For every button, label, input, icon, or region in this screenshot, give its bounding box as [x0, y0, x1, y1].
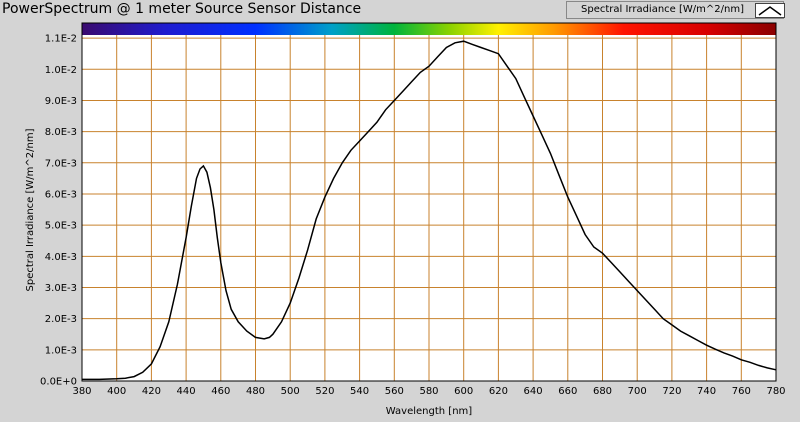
legend-label: Spectral Irradiance [W/m^2/nm] [581, 4, 744, 15]
y-tick-label: 1.0E-3 [45, 345, 77, 356]
y-tick-label: 5.0E-3 [45, 221, 77, 232]
spectrum-color-bar [82, 23, 776, 35]
x-tick-label: 560 [385, 386, 404, 397]
line-swatch-glyph [758, 6, 782, 16]
y-tick-label: 9.0E-3 [45, 96, 77, 107]
x-tick-label: 480 [246, 386, 265, 397]
x-tick-label: 380 [72, 386, 91, 397]
x-tick-label: 660 [558, 386, 577, 397]
line-swatch-icon[interactable] [755, 3, 785, 18]
y-tick-label: 8.0E-3 [45, 127, 77, 138]
x-tick-labels: 380 400 420 440 460 480 500 520 540 560 580 600 620 6… [72, 386, 785, 397]
y-tick-label: 7.0E-3 [45, 158, 77, 169]
x-tick-label: 440 [177, 386, 196, 397]
y-tick-label: 0.0E+0 [40, 377, 77, 388]
y-axis-title: Spectral Irradiance [W/m^2/nm] [25, 128, 36, 291]
legend[interactable]: Spectral Irradiance [W/m^2/nm] [566, 1, 784, 19]
y-tick-label: 1.1E-2 [45, 34, 77, 45]
x-tick-label: 400 [107, 386, 126, 397]
x-tick-label: 540 [350, 386, 369, 397]
x-tick-label: 700 [628, 386, 647, 397]
x-tick-label: 580 [419, 386, 438, 397]
y-tick-label: 6.0E-3 [45, 189, 77, 200]
x-tick-label: 600 [454, 386, 473, 397]
x-tick-label: 520 [315, 386, 334, 397]
x-tick-label: 760 [732, 386, 751, 397]
x-tick-label: 640 [524, 386, 543, 397]
x-tick-label: 780 [766, 386, 785, 397]
x-tick-label: 500 [281, 386, 300, 397]
y-tick-label: 1.0E-2 [45, 65, 77, 76]
x-tick-label: 680 [593, 386, 612, 397]
x-tick-label: 740 [697, 386, 716, 397]
y-tick-label: 4.0E-3 [45, 252, 77, 263]
x-tick-label: 620 [489, 386, 508, 397]
x-tick-label: 420 [142, 386, 161, 397]
y-tick-labels: 0.0E+0 1.0E-3 2.0E-3 3.0E-3 4.0E-3 5.0E-3 6.0E… [40, 34, 77, 388]
y-tick-label: 3.0E-3 [45, 283, 77, 294]
x-tick-label: 720 [662, 386, 681, 397]
series-line-spectral-irradiance [82, 40, 777, 381]
plot-frame [81, 22, 777, 382]
x-axis-title: Wavelength [nm] [386, 406, 472, 417]
y-tick-label: 2.0E-3 [45, 314, 77, 325]
x-tick-label: 460 [211, 386, 230, 397]
chart-title: PowerSpectrum @ 1 meter Source Sensor Di… [2, 1, 362, 17]
grid-lines [82, 35, 776, 381]
